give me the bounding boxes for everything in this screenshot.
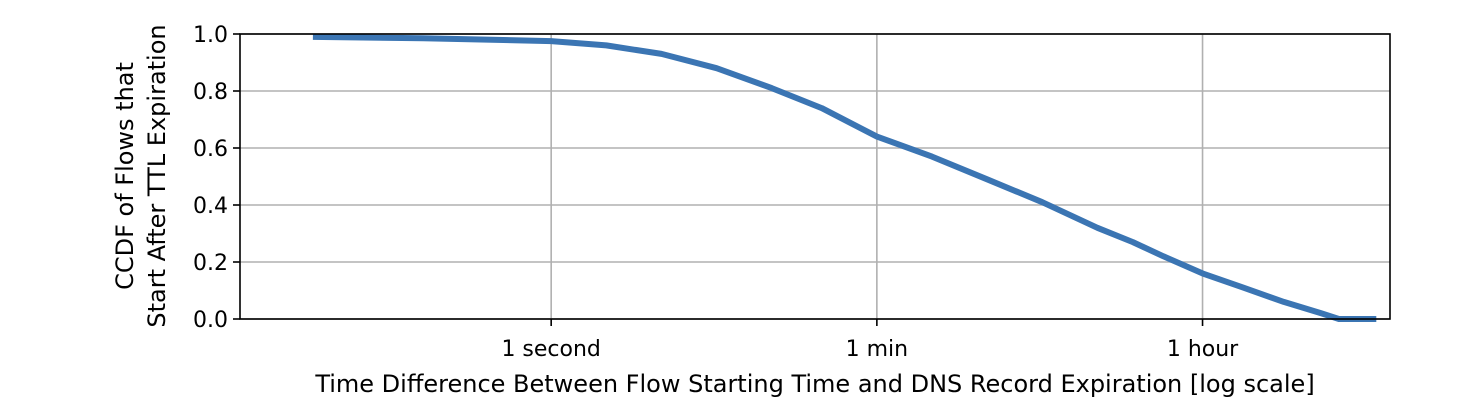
ccdf-series-line: [312, 33, 1377, 322]
y-tick-label: 0.8: [193, 80, 228, 105]
y-axis-label-line-1: CCDF of Flows that: [111, 62, 139, 290]
y-tick-label: 1.0: [193, 23, 228, 48]
y-tick-label: 0.6: [193, 137, 228, 162]
y-tick-label: 0.4: [193, 194, 228, 219]
series-layer: [312, 33, 1377, 322]
y-tick-label: 0.2: [193, 251, 228, 276]
x-tick-label: 1 min: [846, 337, 908, 362]
ticks: 1 second 1 min 1 hour 0.0 0.2 0.4 0.6 0.8 1.0: [193, 23, 1239, 362]
y-tick-label: 0.0: [193, 308, 228, 333]
y-axis-label-line-2: Start After TTL Expiration: [143, 24, 171, 327]
x-tick-label: 1 second: [501, 337, 600, 362]
plot-frame: [239, 33, 1391, 320]
x-tick-label: 1 hour: [1167, 337, 1239, 362]
x-axis-label: Time Difference Between Flow Starting Ti…: [314, 370, 1314, 398]
